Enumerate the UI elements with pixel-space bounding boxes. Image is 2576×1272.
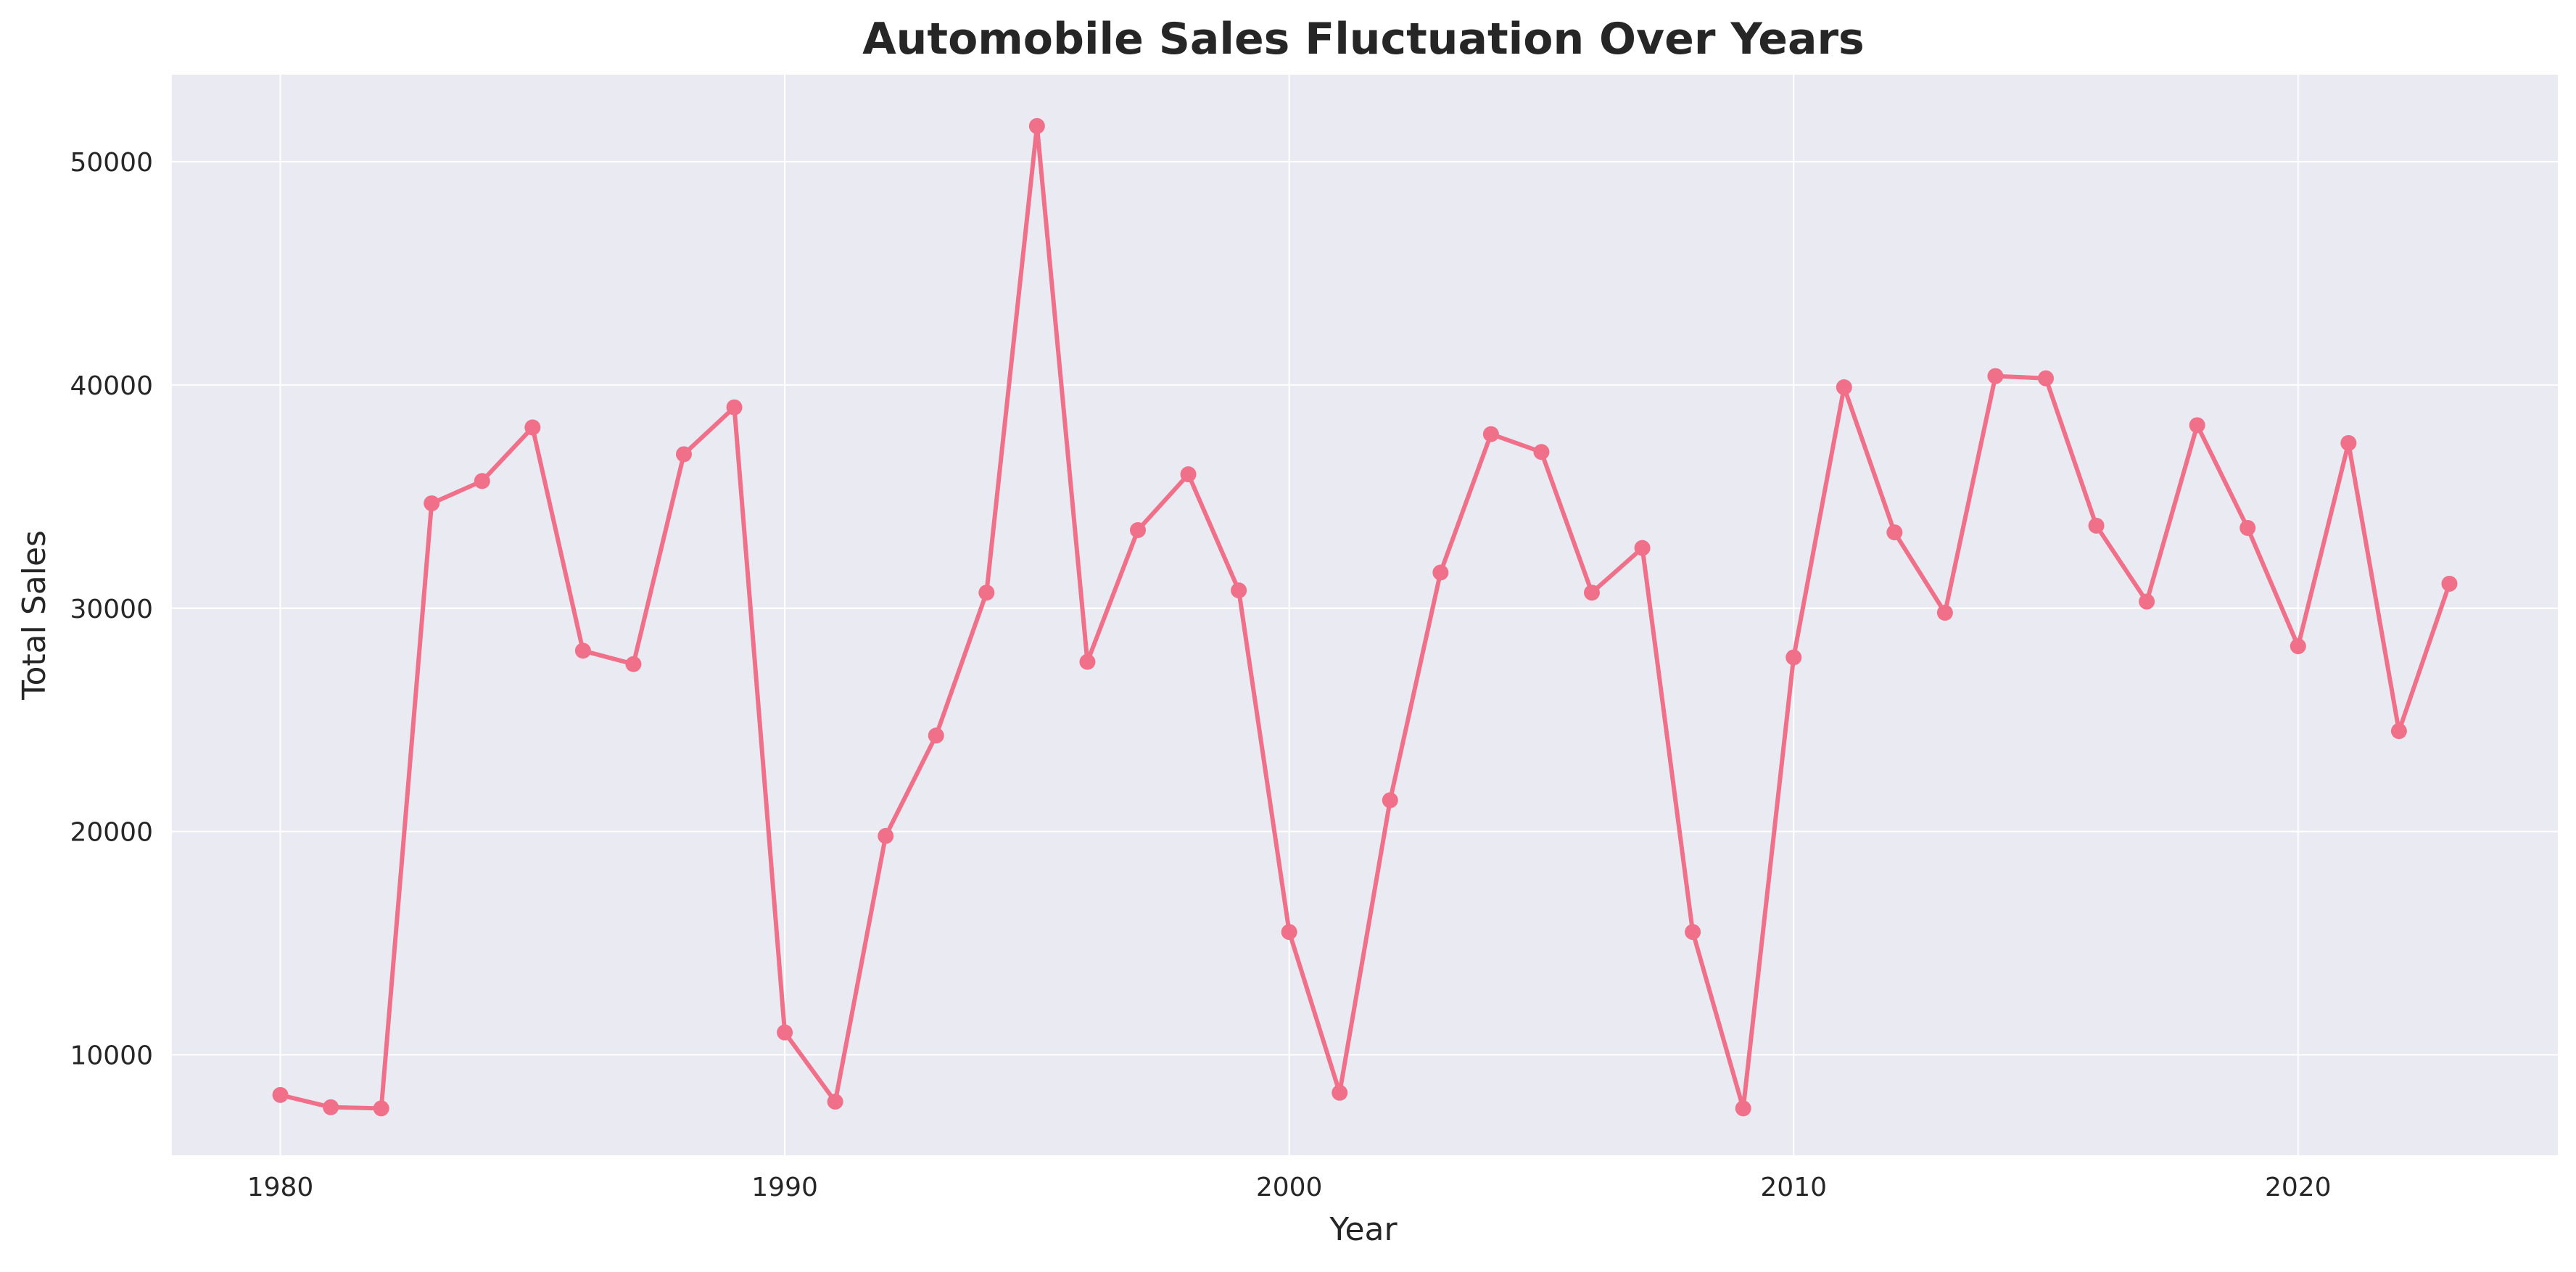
data-point <box>2441 575 2458 592</box>
chart-title: Automobile Sales Fluctuation Over Years <box>862 14 1865 65</box>
data-point <box>625 656 642 672</box>
x-tick-label: 1980 <box>247 1173 314 1202</box>
data-point <box>2139 593 2155 610</box>
y-tick-label: 40000 <box>70 371 153 401</box>
data-point <box>2390 723 2407 740</box>
data-point <box>1936 604 1953 621</box>
x-tick-label: 2020 <box>2265 1173 2332 1202</box>
data-point <box>878 827 894 844</box>
data-point <box>1180 466 1197 483</box>
data-point <box>1432 564 1449 581</box>
data-point <box>1533 444 1550 461</box>
y-tick-label: 50000 <box>70 148 153 178</box>
data-point <box>424 495 440 512</box>
data-point <box>1584 585 1601 601</box>
data-point <box>726 399 743 416</box>
data-point <box>1482 426 1499 442</box>
data-point <box>1281 924 1297 941</box>
data-point <box>373 1100 389 1117</box>
data-point <box>827 1094 843 1110</box>
data-point <box>1987 368 2004 384</box>
series-line <box>278 123 2452 1111</box>
data-point <box>1231 582 1247 599</box>
data-point <box>2088 517 2105 534</box>
y-tick-label: 10000 <box>70 1041 153 1070</box>
grid-lines <box>172 75 2558 1155</box>
y-axis-ticks: 10000 20000 30000 40000 50000 <box>70 148 153 1070</box>
data-point <box>1735 1100 1751 1117</box>
data-point <box>1786 649 1802 666</box>
y-tick-label: 30000 <box>70 595 153 624</box>
data-point <box>1332 1084 1348 1101</box>
data-point <box>1382 792 1398 809</box>
data-point <box>272 1086 289 1103</box>
data-point <box>1028 117 1045 134</box>
y-axis-label: Total Sales <box>16 530 53 701</box>
y-tick-label: 20000 <box>70 818 153 848</box>
data-point <box>2239 519 2256 536</box>
x-tick-label: 2000 <box>1256 1173 1323 1202</box>
data-point <box>1886 524 1903 541</box>
data-point <box>323 1099 339 1115</box>
plot-background <box>172 75 2558 1155</box>
data-point <box>777 1024 793 1041</box>
data-point <box>1634 540 1651 556</box>
data-point <box>574 643 591 659</box>
x-tick-label: 1990 <box>751 1173 818 1202</box>
series-layer <box>272 117 2458 1117</box>
data-point <box>2290 638 2306 655</box>
x-tick-label: 2010 <box>1760 1173 1827 1202</box>
data-point <box>474 473 490 490</box>
x-axis-label: Year <box>1329 1211 1398 1248</box>
data-point <box>2038 370 2055 387</box>
data-point <box>524 419 541 436</box>
data-point <box>675 446 692 463</box>
data-point <box>2189 417 2205 434</box>
data-point <box>928 727 944 744</box>
data-point <box>1129 522 1146 539</box>
x-axis-ticks: 1980 1990 2000 2010 2020 <box>247 1173 2332 1202</box>
data-point <box>1079 653 1096 670</box>
data-point <box>2340 434 2357 451</box>
data-point <box>1836 379 1852 395</box>
data-point <box>978 585 995 601</box>
data-point <box>1685 924 1701 941</box>
